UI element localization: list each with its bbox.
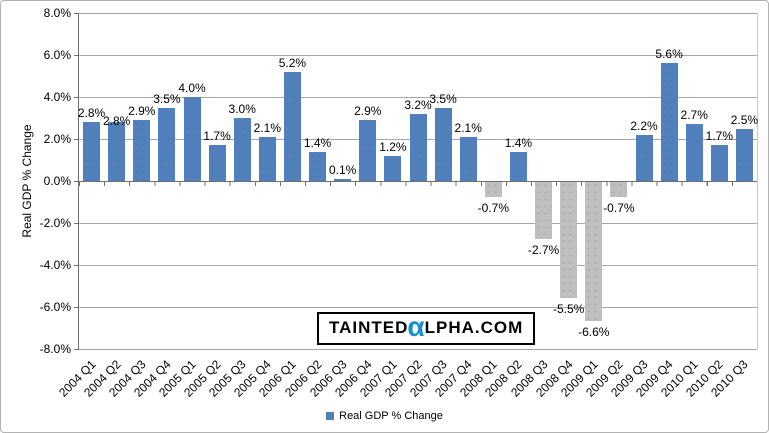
plot-area: 2.8% 2.8% 2.9% 3.5% 4.0% 1.7% 3.0% 2.1% 5.2% 1.4%… — [74, 13, 758, 350]
bar — [83, 122, 101, 181]
bar-value-label: 2.2% — [630, 118, 658, 133]
bar — [635, 134, 653, 181]
bar — [183, 97, 201, 181]
bar — [710, 145, 728, 181]
bar — [283, 71, 301, 181]
bar-value-label: 2.8% — [102, 114, 131, 129]
bar — [409, 113, 427, 181]
bar — [158, 107, 176, 181]
bar-value-label: 2.5% — [730, 112, 759, 127]
x-axis-ticks — [79, 182, 757, 186]
y-axis-tick — [74, 97, 79, 98]
y-axis-tick — [74, 349, 79, 350]
bar — [560, 182, 578, 298]
bar-value-label: 3.2% — [404, 97, 432, 112]
legend-marker — [326, 412, 335, 420]
bar-value-label: 3.5% — [153, 91, 181, 106]
bar-value-label: 3.5% — [429, 91, 457, 106]
bar-value-label: 1.4% — [504, 135, 533, 150]
bar-value-label: 1.2% — [379, 139, 407, 154]
gridline — [79, 265, 757, 266]
y-axis-tick — [74, 307, 79, 308]
y-axis-tick-label: -4.0% — [39, 258, 71, 272]
bar-value-label: 2.1% — [454, 120, 482, 135]
x-axis-line — [79, 181, 757, 182]
bar-value-label: 5.2% — [278, 55, 307, 70]
bar-value-label: 3.0% — [228, 102, 256, 116]
bar — [735, 128, 753, 181]
bar-value-label: 2.9% — [128, 104, 156, 119]
bar-value-label: 0.1% — [328, 162, 357, 177]
bar-value-label: -6.6% — [578, 324, 610, 339]
y-axis-tick-label: 8.0% — [43, 6, 71, 20]
bar-value-label: 5.6% — [655, 47, 683, 62]
bar — [459, 136, 477, 181]
watermark-text-2: LPHA.COM — [424, 318, 524, 337]
bar-value-label: 1.7% — [705, 129, 733, 144]
bar — [258, 136, 276, 181]
bar — [585, 182, 603, 321]
bar — [133, 120, 151, 181]
bar — [208, 145, 226, 181]
bar — [359, 120, 377, 181]
gridline — [79, 223, 757, 224]
y-axis-tick — [74, 181, 79, 182]
bar — [434, 107, 452, 181]
bar — [309, 151, 327, 181]
bar-value-label: -2.7% — [527, 242, 560, 257]
watermark-text-1: TAINTED — [329, 318, 409, 337]
bar-value-label: 2.7% — [680, 108, 708, 123]
bar-value-label: -5.5% — [552, 301, 585, 316]
bar — [108, 122, 126, 181]
bar-value-label: 2.9% — [354, 104, 382, 119]
watermark-alpha-glyph: α — [407, 311, 426, 342]
bar-value-label: 4.0% — [178, 81, 206, 95]
y-axis-tick-label: -6.0% — [39, 300, 71, 314]
bar-value-label: 1.4% — [303, 135, 332, 150]
legend: Real GDP % Change — [1, 409, 768, 423]
legend-label: Real GDP % Change — [339, 410, 443, 422]
bar — [685, 124, 703, 181]
bar-value-label: -0.7% — [603, 200, 635, 215]
bar — [660, 63, 678, 181]
bar — [484, 182, 502, 197]
y-axis-tick-label: -8.0% — [39, 342, 71, 356]
y-axis-tick-label: 2.0% — [43, 132, 71, 146]
y-axis-tick — [74, 223, 79, 224]
y-axis-tick-label: 6.0% — [43, 48, 71, 62]
y-axis-tick-label: 0.0% — [43, 174, 71, 188]
bar-value-label: 1.7% — [203, 129, 231, 144]
gridline — [79, 55, 757, 56]
y-axis-tick-label: -2.0% — [39, 216, 71, 230]
bar — [610, 182, 628, 197]
watermark: TAINTED α LPHA.COM — [317, 311, 536, 345]
y-axis-tick — [74, 265, 79, 266]
gridline — [79, 97, 757, 98]
bar — [384, 155, 402, 181]
y-axis-tick — [74, 13, 79, 14]
y-axis-tick — [74, 55, 79, 56]
bar-value-label: 2.1% — [253, 120, 281, 135]
bar-value-label: -0.7% — [477, 200, 509, 215]
gridline — [79, 13, 757, 14]
bar-value-label: 2.8% — [77, 106, 106, 121]
bar — [509, 151, 527, 181]
y-axis-tick-label: 4.0% — [43, 90, 71, 104]
y-axis-tick — [74, 139, 79, 140]
gridline — [79, 307, 757, 308]
gridline — [79, 349, 757, 350]
bar — [233, 118, 251, 181]
bar — [334, 178, 352, 181]
bar — [535, 182, 553, 239]
